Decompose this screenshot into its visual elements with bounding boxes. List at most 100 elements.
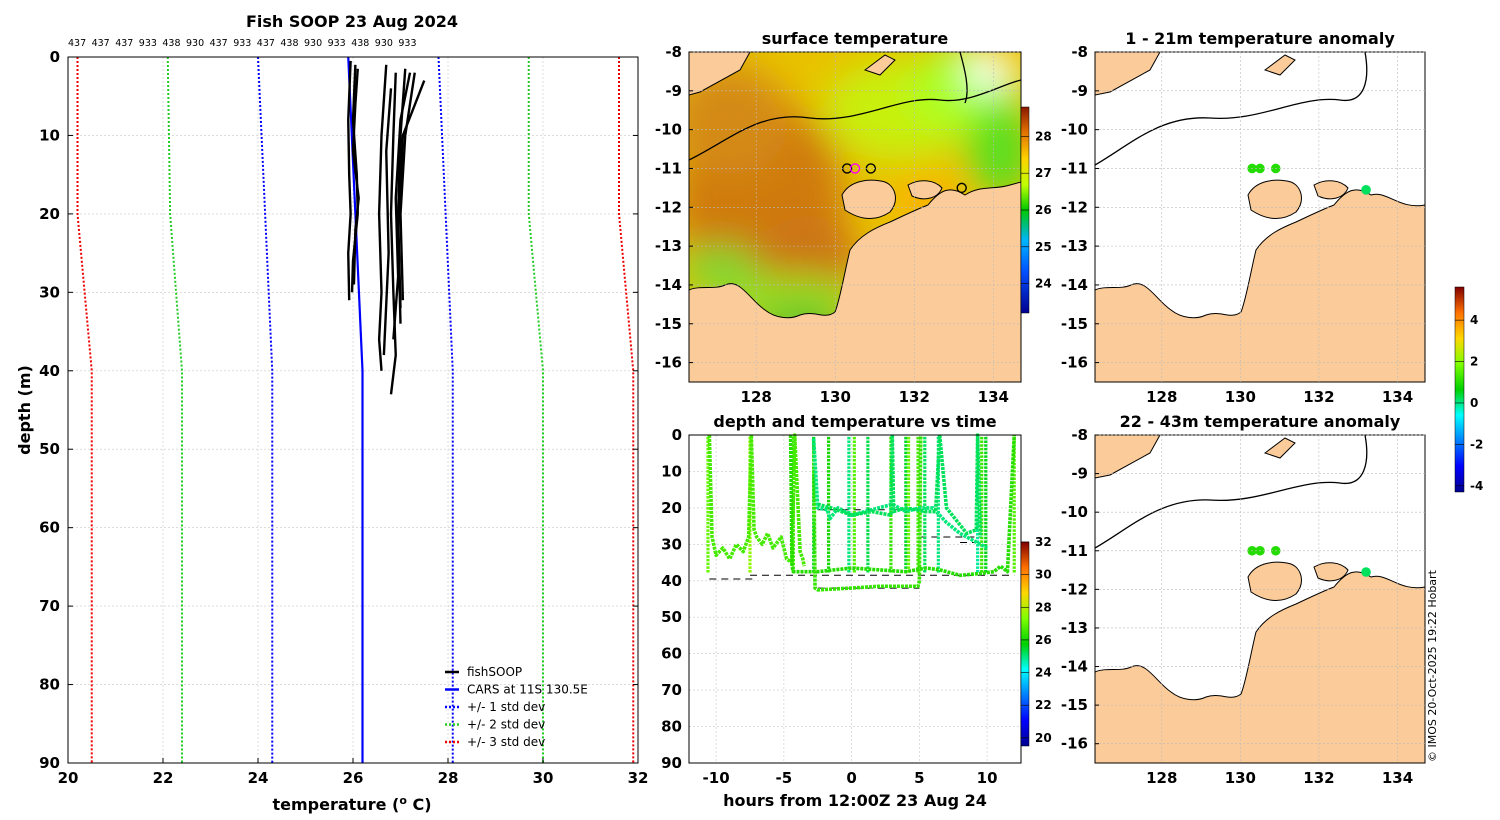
- profile-top-label: 437: [115, 38, 133, 49]
- anomaly-shallow-grid: [1095, 51, 1425, 382]
- depth-time-grid: [689, 434, 1021, 764]
- profile-top-label: 933: [139, 38, 157, 49]
- anomaly-shallow-ticks: 128 130 132 134 -8 -9 -10 -11 -12 -13 -14 -15 -16: [1061, 43, 1413, 406]
- profile-top-label: 437: [68, 38, 86, 49]
- profile-top-label: 438: [280, 38, 298, 49]
- profile-legend: fishSOOP CARS at 11S 130.5E +/- 1 std dev +…: [445, 665, 588, 749]
- anomaly-colorbar-tick-label: -4: [1470, 479, 1483, 493]
- profile-series-line: [166, 56, 183, 763]
- profile-x-tick-label: 32: [628, 769, 649, 787]
- sst-y-tick-label: -8: [665, 43, 682, 61]
- anomaly-deep-y-tick-label: -15: [1061, 696, 1088, 714]
- depth-time-colorbar-tick-label: 28: [1035, 600, 1052, 614]
- profile-y-tick-label: 90: [39, 754, 60, 772]
- anomaly-deep-x-tick-label: 132: [1303, 769, 1334, 787]
- anomaly-deep-y-tick-label: -11: [1061, 542, 1088, 560]
- sst-y-tick-label: -16: [655, 354, 682, 372]
- profile-cast-line: [392, 72, 412, 340]
- anomaly-deep-x-tick-label: 128: [1146, 769, 1177, 787]
- depth-time-y-tick-label: 40: [661, 572, 682, 590]
- anomaly-deep-panel: 22 - 43m temperature anomaly 128 130 132 13…: [1061, 412, 1426, 787]
- depth-time-colorbar-ticks: 20 22 24 26 28 30 32: [1021, 535, 1052, 745]
- profile-top-label: 438: [351, 38, 369, 49]
- profile-x-tick-label: 26: [343, 769, 364, 787]
- profile-x-tick-label: 28: [438, 769, 459, 787]
- anomaly-shallow-y-tick-label: -12: [1061, 198, 1088, 216]
- legend-label: +/- 3 std dev: [467, 735, 545, 749]
- profile-cast-line: [389, 72, 397, 395]
- profile-y-ticks: 0 10 20 30 40 50 60 70 80 90: [39, 48, 638, 772]
- anomaly-deep-y-tick-label: -14: [1061, 658, 1088, 676]
- anomaly-deep-y-tick-label: -9: [1071, 465, 1088, 483]
- profile-x-ticks: 20 22 24 26 28 30 32: [58, 758, 649, 787]
- profile-panel: Fish SOOP 23 Aug 2024 437 437 437 933 438 930…: [15, 12, 648, 814]
- sst-colorbar-tick-label: 24: [1035, 277, 1052, 291]
- anomaly-shallow-y-tick-label: -13: [1061, 237, 1088, 255]
- profile-y-tick-label: 70: [39, 597, 60, 615]
- depth-time-x-tick-label: 5: [914, 769, 924, 787]
- anomaly-deep-basemap: [1095, 435, 1425, 763]
- depth-time-xlabel: hours from 12:00Z 23 Aug 24: [723, 791, 987, 810]
- profile-y-tick-label: 60: [39, 519, 60, 537]
- depth-time-x-tick-label: 10: [977, 769, 998, 787]
- profile-top-label: 930: [304, 38, 322, 49]
- profile-top-label: 437: [210, 38, 228, 49]
- profile-top-labels: 437 437 437 933 438 930 437 933 437 438 930 933 438 9…: [68, 38, 417, 49]
- profile-xlabel: temperature (o C): [272, 794, 431, 814]
- depth-time-colorbar: [1020, 541, 1030, 747]
- depth-time-y-tick-label: 30: [661, 535, 682, 553]
- sst-observation-marker: [956, 182, 967, 194]
- depth-time-colorbar-tick-label: 30: [1035, 568, 1052, 582]
- anomaly-colorbar: [1454, 286, 1465, 493]
- anomaly-shallow-x-tick-label: 134: [1382, 388, 1413, 406]
- legend-label: +/- 1 std dev: [467, 700, 545, 714]
- profile-cast-line: [377, 64, 388, 371]
- profile-y-tick-label: 40: [39, 362, 60, 380]
- depth-time-panel: depth and temperature vs time -10 -5 0 5 10 0…: [661, 412, 1052, 810]
- depth-time-y-tick-label: 70: [661, 681, 682, 699]
- depth-time-y-tick-label: 10: [661, 462, 682, 480]
- depth-time-colorbar-tick-label: 32: [1035, 535, 1052, 549]
- depth-time-series-line: [811, 438, 988, 550]
- anomaly-shallow-x-tick-label: 128: [1146, 388, 1177, 406]
- depth-time-series-line: [788, 434, 1017, 578]
- anomaly-colorbar-tick-label: 2: [1470, 355, 1478, 369]
- profile-top-label: 933: [328, 38, 346, 49]
- legend-label: +/- 2 std dev: [467, 718, 545, 732]
- depth-time-series-line: [811, 434, 923, 592]
- depth-time-colorbar-tick-label: 22: [1035, 698, 1052, 712]
- depth-time-x-tick-label: -10: [703, 769, 730, 787]
- anomaly-colorbar-tick-label: -2: [1470, 437, 1483, 451]
- anomaly-shallow-point: [1361, 185, 1371, 195]
- anomaly-deep-point: [1361, 567, 1371, 577]
- anomaly-deep-y-tick-label: -16: [1061, 735, 1088, 753]
- anomaly-shallow-y-tick-label: -10: [1061, 121, 1088, 139]
- sst-x-tick-label: 128: [741, 388, 772, 406]
- anomaly-deep-ticks: 128 130 132 134 -8 -9 -10 -11 -12 -13 -14 -15 -16: [1061, 426, 1413, 787]
- anomaly-shallow-y-tick-label: -14: [1061, 276, 1088, 294]
- sst-x-tick-label: 132: [899, 388, 930, 406]
- profile-y-tick-label: 50: [39, 440, 60, 458]
- anomaly-shallow-title: 1 - 21m temperature anomaly: [1125, 29, 1395, 48]
- sst-colorbar-tick-label: 25: [1035, 240, 1052, 254]
- credit-text: © IMOS 20-Oct-2025 19:22 Hobart: [1426, 569, 1439, 762]
- sst-x-tick-label: 134: [978, 388, 1009, 406]
- profile-series-line: [257, 56, 274, 763]
- sst-colorbar-tick-label: 27: [1035, 166, 1052, 180]
- depth-time-y-tick-label: 50: [661, 608, 682, 626]
- profile-top-label: 437: [92, 38, 110, 49]
- profile-series-line: [347, 56, 364, 763]
- anomaly-deep-y-tick-label: -12: [1061, 580, 1088, 598]
- depth-time-series-line: [707, 433, 806, 567]
- profile-cast-line: [347, 60, 352, 301]
- profile-top-label: 437: [257, 38, 275, 49]
- profile-top-label: 438: [162, 38, 180, 49]
- profile-top-label: 933: [398, 38, 416, 49]
- sst-map-panel: surface temperature: [655, 29, 1052, 406]
- anomaly-colorbar-tick-label: 4: [1470, 313, 1478, 327]
- anomaly-deep-x-tick-label: 130: [1225, 769, 1256, 787]
- profile-top-label: 930: [375, 38, 393, 49]
- depth-time-y-tick-label: 80: [661, 718, 682, 736]
- anomaly-shallow-x-tick-label: 132: [1303, 388, 1334, 406]
- anomaly-shallow-x-tick-label: 130: [1225, 388, 1256, 406]
